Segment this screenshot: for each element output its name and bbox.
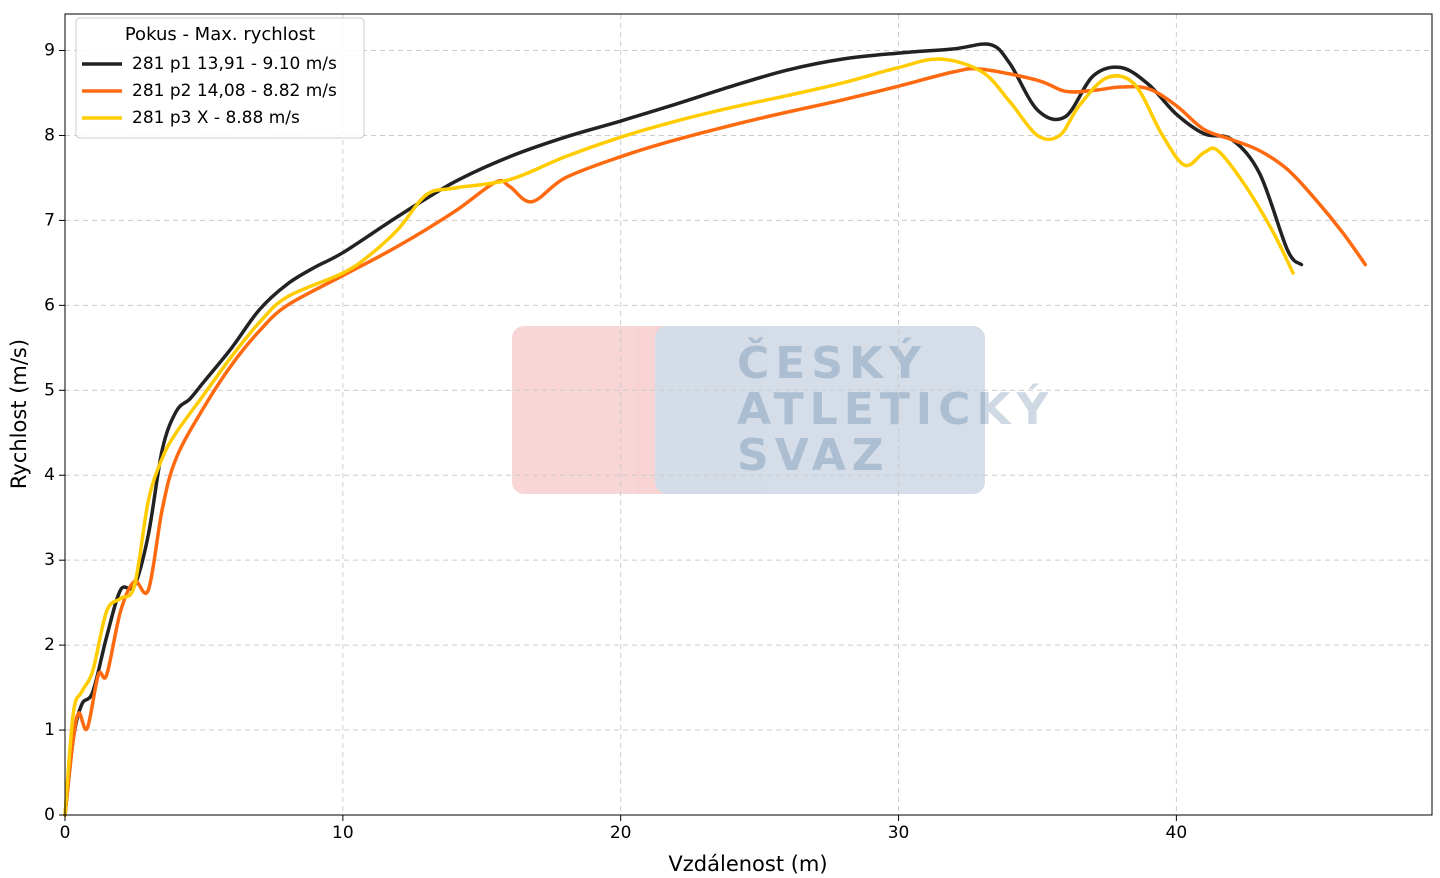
x-axis-label: Vzdálenost (m) [668,852,827,876]
watermark-line: ATLETICKÝ [737,382,1054,435]
y-tick-label: 5 [44,380,55,400]
legend-box [75,17,365,139]
ticks: 0 10 20 30 40 0 1 2 3 4 5 6 7 8 9 [44,41,1187,843]
x-tick-label: 30 [888,823,910,843]
y-tick-label: 1 [44,720,55,740]
watermark-line: SVAZ [737,430,890,481]
watermark-line: ČESKÝ [737,336,927,389]
x-tick-label: 0 [60,823,71,843]
watermark [512,326,985,494]
x-tick-label: 40 [1166,823,1188,843]
y-tick-label: 7 [44,210,55,230]
legend-title: Pokus - Max. rychlost [125,24,315,45]
plot-frame [64,13,1433,816]
y-tick-label: 0 [44,805,55,825]
y-tick-label: 3 [44,550,55,570]
x-tick-label: 20 [610,823,632,843]
watermark-blue [655,326,985,494]
legend-label: 281 p3 X - 8.88 m/s [132,108,300,128]
x-tick-label: 10 [332,823,354,843]
y-tick-label: 8 [44,125,55,145]
series-line [63,42,1304,817]
series-line [63,66,1368,817]
lines [63,42,1368,817]
y-tick-label: 9 [44,41,55,61]
y-axis-label: Rychlost (m/s) [7,339,31,489]
y-tick-label: 4 [44,465,55,485]
y-tick-label: 2 [44,635,55,655]
legend: Pokus - Max. rychlost 281 p1 13,91 - 9.1… [75,17,365,139]
watermark-red [512,326,677,494]
y-tick-label: 6 [44,295,55,315]
series-line [63,57,1295,817]
legend-label: 281 p2 14,08 - 8.82 m/s [132,81,337,101]
legend-label: 281 p1 13,91 - 9.10 m/s [132,54,337,74]
